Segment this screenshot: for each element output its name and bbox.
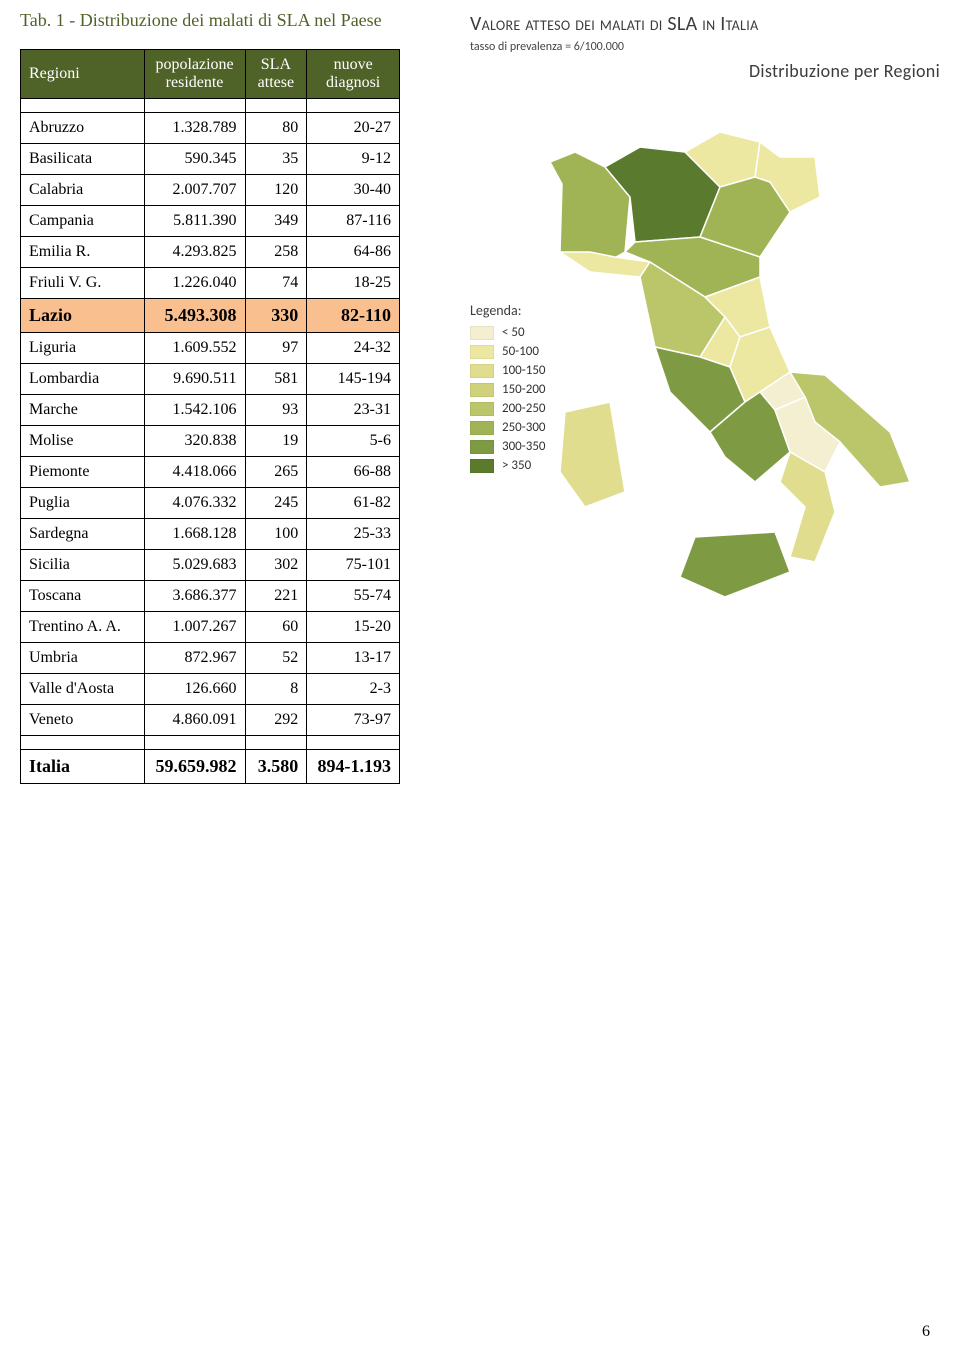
table-title: Tab. 1 - Distribuzione dei malati di SLA…	[20, 10, 430, 31]
table-row: Lazio5.493.30833082-110	[21, 299, 400, 333]
col-pop: popolazione residente	[144, 50, 245, 99]
table-row: Veneto4.860.09129273-97	[21, 705, 400, 736]
table-row: Italia59.659.9823.580894-1.193	[21, 750, 400, 784]
legend-label: 50-100	[502, 344, 539, 359]
legend-row: 100-150	[470, 363, 546, 378]
legend-row: < 50	[470, 325, 546, 340]
table-row: Valle d'Aosta126.66082-3	[21, 674, 400, 705]
legend-label: 150-200	[502, 382, 546, 397]
table-row: Marche1.542.1069323-31	[21, 395, 400, 426]
prevalence-note: tasso di prevalenza = 6/100.000	[470, 40, 940, 54]
table-row: Piemonte4.418.06626566-88	[21, 457, 400, 488]
legend-swatch	[470, 440, 494, 454]
legend-row: > 350	[470, 458, 546, 473]
legend-swatch	[470, 421, 494, 435]
legend-label: 250-300	[502, 420, 546, 435]
legend-swatch	[470, 345, 494, 359]
map-title: Valore atteso dei malati di SLA in Itali…	[470, 12, 940, 36]
legend-label: > 350	[502, 458, 531, 473]
table-row: Campania5.811.39034987-116	[21, 206, 400, 237]
legend-swatch	[470, 364, 494, 378]
map-legend: Legenda: < 50 50-100 100-150 150-200 200-250…	[470, 302, 546, 477]
table-row: Friuli V. G.1.226.0407418-25	[21, 268, 400, 299]
legend-row: 300-350	[470, 439, 546, 454]
table-row: Calabria2.007.70712030-40	[21, 175, 400, 206]
legend-row: 150-200	[470, 382, 546, 397]
table-row: Trentino A. A.1.007.2676015-20	[21, 612, 400, 643]
legend-row: 200-250	[470, 401, 546, 416]
legend-label: 300-350	[502, 439, 546, 454]
legend-swatch	[470, 402, 494, 416]
table-row: Emilia R.4.293.82525864-86	[21, 237, 400, 268]
legend-swatch	[470, 459, 494, 473]
table-row: Umbria872.9675213-17	[21, 643, 400, 674]
col-sla: SLA attese	[245, 50, 307, 99]
table-row: Abruzzo1.328.7898020-27	[21, 113, 400, 144]
col-diag: nuove diagnosi	[307, 50, 400, 99]
table-row: Basilicata590.345359-12	[21, 144, 400, 175]
legend-label: 200-250	[502, 401, 546, 416]
col-regioni: Regioni	[21, 50, 145, 99]
sla-table: Regioni popolazione residente SLA attese…	[20, 49, 400, 784]
legend-row: 50-100	[470, 344, 546, 359]
legend-label: 100-150	[502, 363, 546, 378]
legend-swatch	[470, 326, 494, 340]
table-row: Puglia4.076.33224561-82	[21, 488, 400, 519]
table-row: Toscana3.686.37722155-74	[21, 581, 400, 612]
legend-title: Legenda:	[470, 302, 546, 319]
table-row: Molise320.838195-6	[21, 426, 400, 457]
legend-label: < 50	[502, 325, 525, 340]
table-row: Lombardia9.690.511581145-194	[21, 364, 400, 395]
map-subtitle: Distribuzione per Regioni	[470, 60, 940, 82]
table-row: Liguria1.609.5529724-32	[21, 333, 400, 364]
table-row: Sicilia5.029.68330275-101	[21, 550, 400, 581]
table-row: Sardegna1.668.12810025-33	[21, 519, 400, 550]
page-number: 6	[922, 1323, 930, 1341]
legend-row: 250-300	[470, 420, 546, 435]
legend-swatch	[470, 383, 494, 397]
